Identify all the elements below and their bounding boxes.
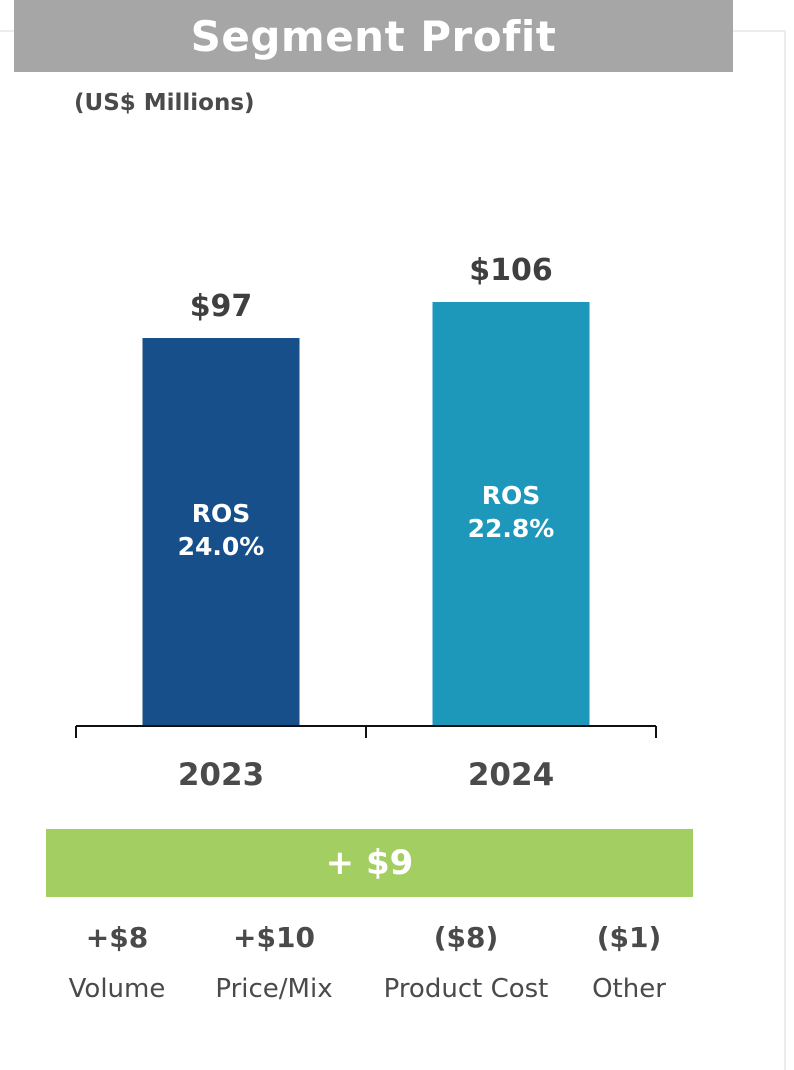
bar-ros-label: ROS [482,481,541,510]
driver-label: Product Cost [383,974,549,1004]
bar-ros-value: 24.0% [178,532,265,561]
driver-value: ($1) [596,921,662,954]
bar-value-label: $106 [469,253,553,288]
bar-value-label: $97 [190,289,253,324]
chart-subtitle: (US$ Millions) [74,90,255,116]
driver-product-cost: ($8) Product Cost [371,918,561,1006]
driver-label: Volume [68,974,166,1004]
page-title: Segment Profit [14,0,733,72]
driver-volume: +$8 Volume [22,918,212,1006]
driver-value: ($8) [433,921,499,954]
bar-2024 [432,302,590,726]
driver-label: Price/Mix [215,974,333,1004]
driver-value: +$10 [233,921,315,954]
profit-change-banner: + $9 [46,829,693,897]
bar-ros-label: ROS [192,499,251,528]
driver-value: +$8 [85,921,149,954]
bar-2023 [142,338,300,726]
driver-label: Other [592,974,666,1004]
driver-price-mix: +$10 Price/Mix [179,918,369,1006]
x-tick-label: 2023 [178,757,264,793]
bar-ros-value: 22.8% [468,514,555,543]
x-tick-label: 2024 [468,757,554,793]
x-axis [75,725,657,738]
driver-other: ($1) Other [534,918,724,1006]
segment-profit-chart: $97 ROS 24.0% 2023 $106 ROS 22.8% 2024 [75,253,657,793]
bars-layer [142,302,590,726]
labels-layer: $97 ROS 24.0% 2023 $106 ROS 22.8% 2024 [178,253,555,793]
